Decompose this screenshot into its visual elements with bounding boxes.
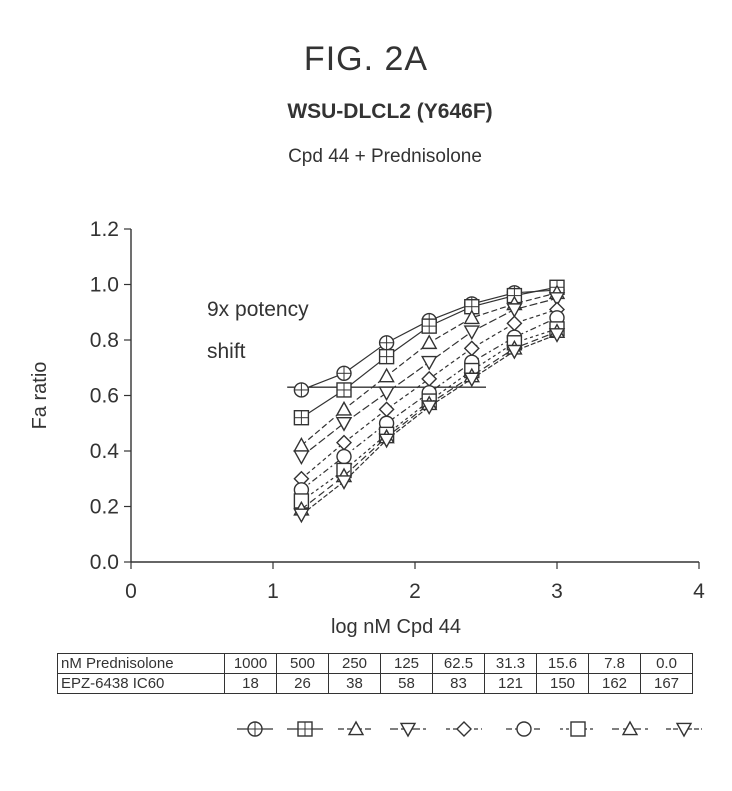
legend-marker [517,722,531,736]
legend-marker [401,723,415,736]
legend-marker [623,722,637,735]
legend-marker [457,722,471,736]
legend-marker [677,723,691,736]
legend-marker [298,722,312,736]
legend-marker [248,722,262,736]
legend-marker [571,722,585,736]
legend-marker [349,722,363,735]
